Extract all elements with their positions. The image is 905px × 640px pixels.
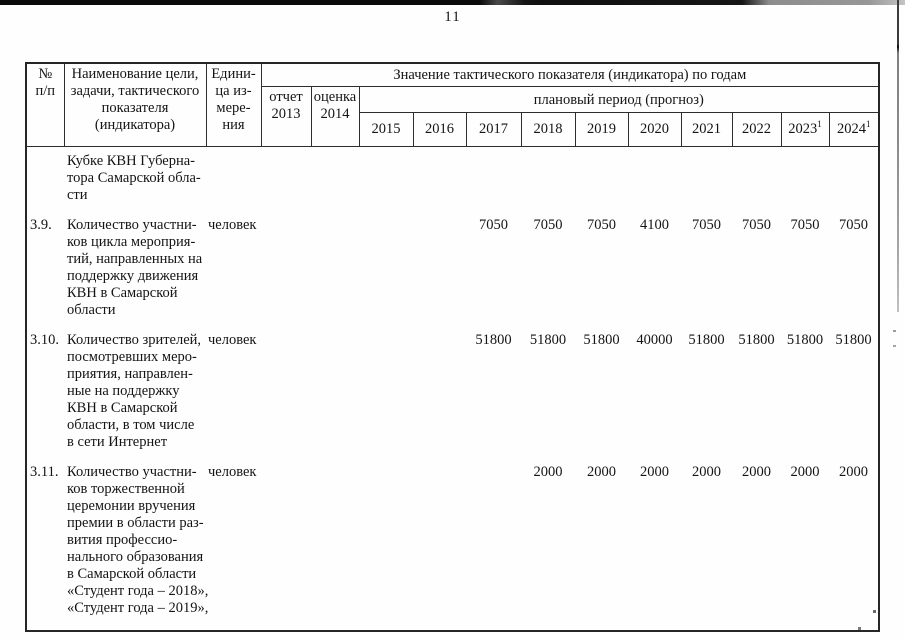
- row-value-2015: [359, 146, 413, 217]
- row-value-2017: 7050: [479, 216, 508, 233]
- row-value-2020: 4100: [640, 216, 669, 233]
- col-header-year-2022: 2022: [731, 111, 782, 147]
- table-row-3-10: 3.10. Количество зрителей, посмотревших …: [26, 332, 879, 464]
- row-value-2022: 7050: [742, 216, 771, 233]
- row-value-2015: [359, 332, 413, 464]
- row-value-2015: [359, 217, 413, 332]
- table-row-continuation: Кубке КВН Губерна- тора Самарской обла- …: [26, 146, 879, 217]
- row-value-2017: [466, 464, 521, 631]
- row-value-2022: 2000: [742, 463, 771, 480]
- row-value-2020: 40000: [636, 331, 673, 348]
- scan-artifact-speck: [873, 610, 876, 613]
- row-value-2013: [261, 217, 311, 332]
- row-value-2018: 7050: [533, 216, 563, 233]
- row-value-2018: 2000: [533, 463, 563, 480]
- col-header-year-2016: 2016: [412, 111, 467, 147]
- row-value-2017: [466, 146, 521, 217]
- scan-artifact-dash: [893, 345, 896, 347]
- row-value-2014: [311, 146, 359, 217]
- footnote-mark: 1: [817, 118, 822, 129]
- row-value-2024: 2000: [839, 463, 869, 480]
- col-header-year-2019: 2019: [574, 111, 629, 147]
- table-row-3-11: 3.11. Количество участни- ков торжествен…: [26, 464, 879, 631]
- col-header-year-2017: 2017: [465, 111, 522, 147]
- col-header-report-2013: отчет 2013: [260, 85, 312, 147]
- row-name: Кубке КВН Губерна- тора Самарской обла- …: [67, 152, 201, 203]
- scan-artifact-right-edge: [897, 0, 899, 312]
- row-value-2015: [359, 464, 413, 631]
- row-number: [26, 146, 64, 217]
- row-name: Количество участни- ков торжественной це…: [67, 463, 209, 616]
- row-number: 3.11.: [30, 463, 59, 480]
- row-value-2023: 7050: [790, 216, 820, 233]
- row-value-2024: 51800: [835, 331, 872, 348]
- row-value-2018: 51800: [529, 331, 567, 348]
- row-value-2020: [628, 146, 681, 217]
- row-value-2023: 51800: [786, 331, 824, 348]
- year-label: 2023: [788, 120, 818, 137]
- scan-artifact-dash: [893, 330, 896, 332]
- col-header-year-2024: 20241: [828, 111, 880, 147]
- row-unit: человек: [208, 463, 257, 480]
- scan-artifact-top-edge: [0, 0, 905, 5]
- row-value-2014: [311, 217, 359, 332]
- row-name: Количество участни- ков цикла мероприя- …: [67, 216, 203, 318]
- header-row-1: № п/п Наименование цели, задачи, тактиче…: [25, 62, 880, 147]
- row-value-2021: 51800: [688, 331, 725, 348]
- row-value-2021: [681, 146, 732, 217]
- row-unit: человек: [208, 331, 257, 348]
- row-value-2022: 51800: [738, 331, 775, 348]
- row-unit: [206, 146, 261, 217]
- row-value-2013: [261, 146, 311, 217]
- row-value-2019: 51800: [583, 331, 620, 348]
- col-header-year-2015: 2015: [358, 111, 414, 147]
- row-value-2017: 51800: [475, 331, 512, 348]
- row-value-2023: [781, 146, 829, 217]
- row-value-2023: 2000: [790, 463, 820, 480]
- row-value-2013: [261, 332, 311, 464]
- col-header-year-2023: 20231: [780, 111, 830, 147]
- row-value-2016: [413, 464, 466, 631]
- row-value-2024: 7050: [839, 216, 869, 233]
- row-value-2018: [521, 146, 575, 217]
- row-value-2019: 2000: [587, 463, 616, 480]
- row-value-2013: [261, 464, 311, 631]
- row-value-2016: [413, 332, 466, 464]
- col-header-unit: Едини- ца из- мере- ния: [205, 62, 262, 147]
- row-value-2014: [311, 332, 359, 464]
- footnote-mark: 1: [866, 118, 871, 129]
- row-value-2021: 2000: [692, 463, 721, 480]
- row-value-2014: [311, 464, 359, 631]
- row-value-2016: [413, 146, 466, 217]
- row-value-2016: [413, 217, 466, 332]
- col-header-estimate-2014: оценка 2014: [310, 85, 360, 147]
- row-value-2022: [732, 146, 781, 217]
- year-label: 2024: [837, 120, 867, 137]
- header-row-2: отчет 2013 оценка 2014 плановый период (…: [26, 85, 880, 147]
- row-number: 3.9.: [30, 216, 52, 233]
- indicators-table: № п/п Наименование цели, задачи, тактиче…: [25, 62, 881, 632]
- table-row-3-9: 3.9. Количество участни- ков цикла мероп…: [26, 217, 879, 332]
- row-unit: человек: [208, 216, 257, 233]
- scan-artifact-speck: [858, 627, 861, 631]
- col-header-year-2018: 2018: [520, 111, 576, 147]
- row-value-2024: [829, 146, 879, 217]
- col-header-values-title: Значение тактического показателя (индика…: [260, 62, 880, 87]
- row-value-2019: 7050: [587, 216, 616, 233]
- col-header-num: № п/п: [25, 62, 65, 147]
- row-value-2019: [575, 146, 628, 217]
- col-header-plan-period: плановый период (прогноз): [358, 85, 880, 113]
- row-value-2020: 2000: [640, 463, 669, 480]
- row-name: Количество зрителей, посмотревших меро- …: [67, 331, 202, 450]
- row-value-2021: 7050: [692, 216, 721, 233]
- col-header-name: Наименование цели, задачи, тактического …: [63, 62, 207, 147]
- row-number: 3.10.: [30, 331, 59, 348]
- col-header-year-2020: 2020: [627, 111, 682, 147]
- header-row-years: 2015 2016 2017 2018 2019 2020 2021 2022 …: [26, 111, 880, 147]
- col-header-year-2021: 2021: [680, 111, 733, 147]
- page-number: 11: [444, 9, 461, 25]
